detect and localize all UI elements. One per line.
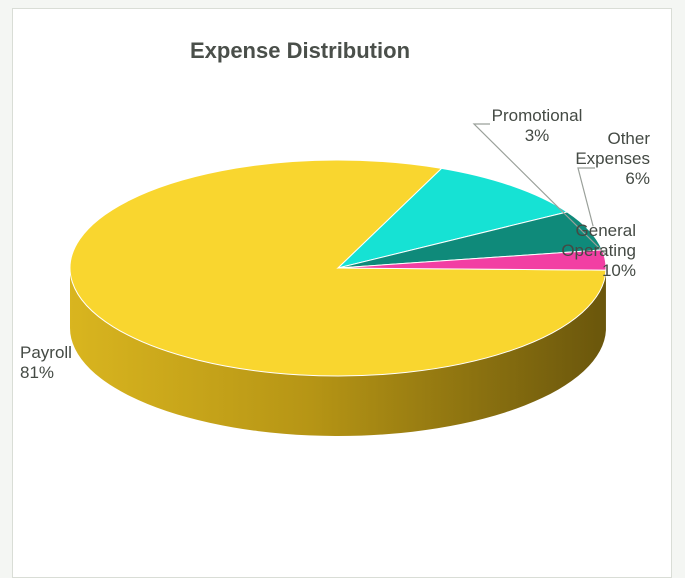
leader-line-promotional — [472, 123, 608, 257]
slice-label-general-operating: General Operating 10% — [561, 221, 636, 280]
slice-label-other-expenses: Other Expenses 6% — [575, 129, 650, 188]
chart-title: Expense Distribution — [190, 38, 410, 63]
slice-label-payroll: Payroll 81% — [20, 343, 72, 382]
slice-labels: Payroll 81% General Operating 10% Other Expens… — [20, 106, 650, 382]
slice-promotional — [337, 249, 607, 271]
pie-side-wall — [70, 268, 606, 436]
pie-slices — [69, 159, 607, 377]
slice-label-promotional: Promotional 3% — [492, 106, 583, 145]
slice-general-operating — [336, 167, 569, 269]
leader-line-other-expenses — [577, 167, 595, 227]
leader-lines — [472, 123, 608, 257]
